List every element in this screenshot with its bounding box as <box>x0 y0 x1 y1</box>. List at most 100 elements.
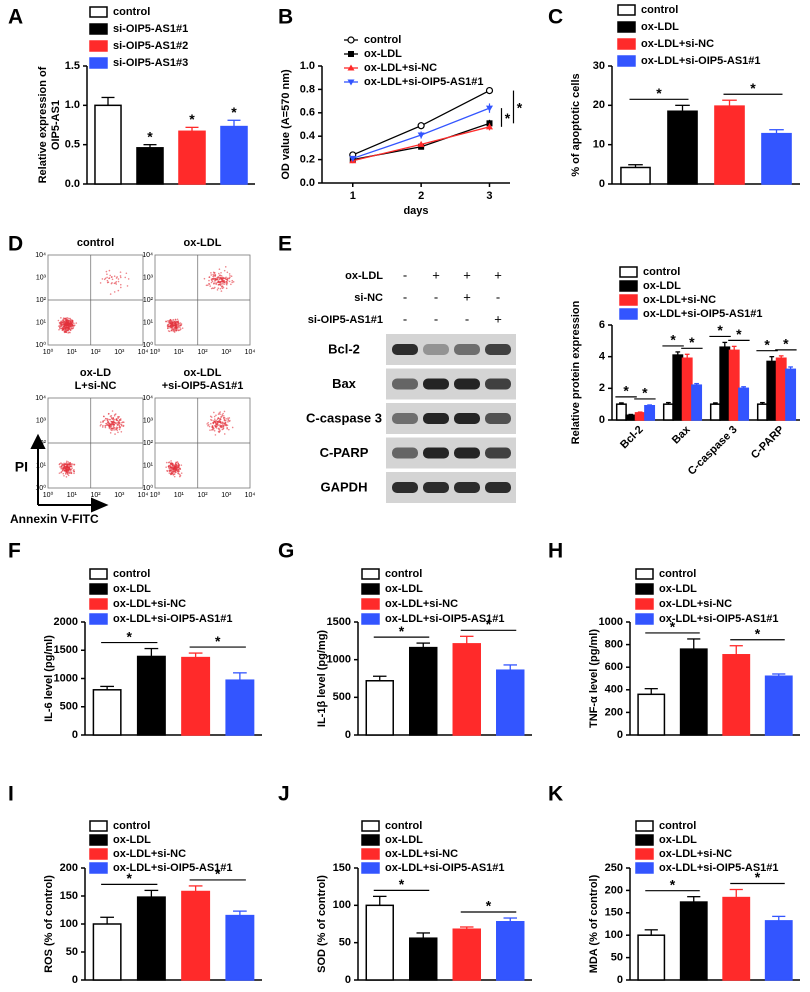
event-dot <box>216 423 218 426</box>
event-dot <box>71 467 73 469</box>
event-dot <box>58 322 61 324</box>
bar <box>181 890 211 981</box>
event-dot <box>73 469 75 471</box>
event-dot <box>58 472 61 474</box>
legend-swatch <box>619 308 638 320</box>
point <box>417 132 425 139</box>
condition-sign: - <box>465 311 469 326</box>
legend-swatch <box>635 583 654 595</box>
panel-letter: B <box>278 6 293 29</box>
event-dot <box>228 428 230 431</box>
event-dot <box>114 429 116 431</box>
event-dot <box>117 431 119 434</box>
event-dot <box>211 287 214 289</box>
blot-band <box>485 413 511 424</box>
significance: * <box>717 322 723 338</box>
event-dot <box>104 425 106 427</box>
bar <box>178 130 206 185</box>
event-dot <box>67 468 69 470</box>
event-dot <box>168 472 171 474</box>
event-dot <box>208 279 210 282</box>
y-axis-label: SOD (% of control) <box>316 875 328 973</box>
event-dot <box>107 413 110 415</box>
bar <box>672 354 684 421</box>
plot-title: control <box>77 237 114 249</box>
significance: * <box>399 623 405 639</box>
event-dot <box>222 286 225 289</box>
y-tick-label: 0 <box>599 178 605 190</box>
legend-swatch <box>89 598 108 610</box>
bar <box>634 412 646 421</box>
y-tick-label: 4 <box>599 351 606 363</box>
event-dot <box>68 468 71 471</box>
event-dot <box>110 417 113 420</box>
legend-label: ox-LDL <box>385 834 423 846</box>
event-dot <box>106 418 109 420</box>
x-tick-label: 10¹ <box>67 492 78 499</box>
event-dot <box>112 417 114 420</box>
event-dot <box>165 461 168 464</box>
y-tick-label: 0 <box>617 729 623 741</box>
x-tick-label: 10⁰ <box>150 348 161 356</box>
event-dot <box>225 418 227 420</box>
event-dot <box>172 318 175 321</box>
event-dot <box>111 410 114 412</box>
event-dot <box>99 424 102 427</box>
event-dot <box>231 281 233 284</box>
event-dot <box>166 469 168 472</box>
event-dot <box>68 471 70 473</box>
x-tick-label: 3 <box>486 190 492 202</box>
event-dot <box>168 330 171 333</box>
event-dot <box>212 278 215 281</box>
event-dot <box>57 319 60 322</box>
y-tick-label: 0.8 <box>300 83 315 95</box>
event-dot <box>71 463 74 465</box>
x-tick-label: 10¹ <box>174 492 185 499</box>
events <box>165 410 234 478</box>
bar <box>691 384 703 421</box>
event-dot <box>73 464 75 466</box>
event-dot <box>223 283 225 285</box>
event-dot <box>228 280 231 283</box>
event-dot <box>226 282 229 284</box>
y-axis-label: % of apoptotic cells <box>570 73 582 176</box>
event-dot <box>206 423 208 425</box>
bar <box>662 403 674 421</box>
bar <box>728 349 740 421</box>
legend-swatch <box>89 613 108 625</box>
event-dot <box>102 420 104 423</box>
y-axis-label: ROS (% of control) <box>43 875 55 973</box>
event-dot <box>62 472 65 475</box>
event-dot <box>61 463 63 465</box>
event-dot <box>170 325 172 328</box>
event-dot <box>215 414 217 417</box>
event-dot <box>177 462 180 465</box>
event-dot <box>69 329 72 331</box>
event-dot <box>57 325 60 327</box>
event-dot <box>171 472 174 475</box>
legend-label: ox-LDL <box>385 583 423 595</box>
legend-swatch <box>89 820 108 832</box>
event-dot <box>62 325 65 328</box>
event-dot <box>119 426 121 428</box>
event-dot <box>65 463 68 465</box>
y-axis-label: PI <box>15 459 28 475</box>
point <box>347 36 355 44</box>
event-dot <box>220 277 222 280</box>
point <box>417 122 425 130</box>
significance: * <box>764 336 770 352</box>
event-dot <box>227 417 229 420</box>
legend-label: control <box>641 4 678 16</box>
y-tick-label: 0.5 <box>65 139 80 151</box>
event-dot <box>75 322 78 324</box>
bar <box>496 669 525 736</box>
y-tick-label: 1000 <box>599 616 623 628</box>
y-tick-label: 2000 <box>54 616 78 628</box>
event-dot <box>214 282 216 284</box>
event-dot <box>220 281 222 283</box>
legend-label: ox-LDL+si-OIP5-AS1#1 <box>113 613 233 625</box>
event-dot <box>109 424 112 426</box>
legend-label: control <box>643 266 680 278</box>
legend-swatch <box>635 613 654 625</box>
